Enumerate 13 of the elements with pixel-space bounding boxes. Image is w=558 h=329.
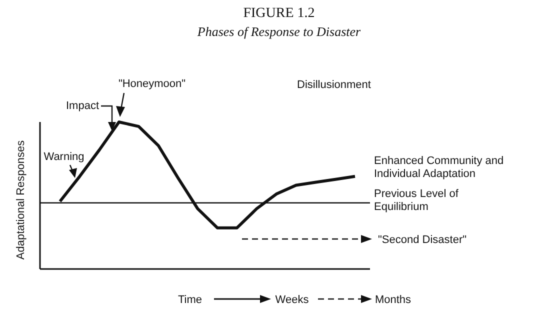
text: Impact: [66, 100, 100, 112]
ref-line-label: Previous Level of Equilibrium: [374, 188, 460, 213]
text: Disillusionment: [297, 79, 371, 91]
text: Weeks: [275, 294, 310, 306]
chart-subtitle: Phases of Response to Disaster: [196, 24, 362, 40]
chart-title: FIGURE 1.2: [242, 6, 316, 22]
text: Enhanced Community and Individual Adaptation: [374, 155, 504, 180]
annotation: Warning: [44, 151, 84, 163]
text: Months: [374, 294, 412, 306]
y-axis-title: Adaptational Responses: [15, 140, 27, 260]
text: Time: [178, 294, 202, 306]
text: "Honeymoon": [118, 78, 186, 90]
text: "Second Disaster": [378, 234, 467, 246]
